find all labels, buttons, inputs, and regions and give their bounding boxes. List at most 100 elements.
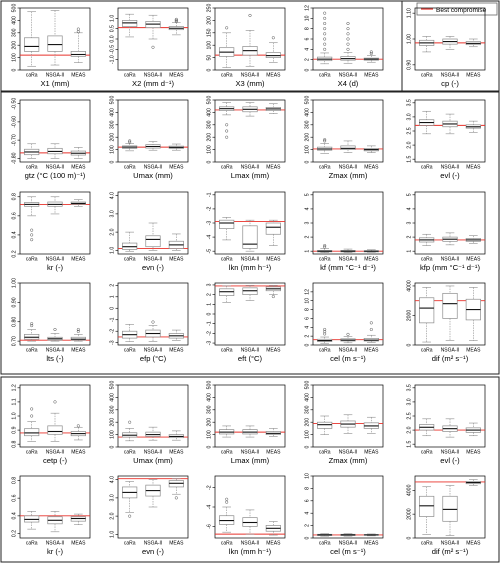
y-tick-label: 0: [207, 445, 213, 448]
y-tick-label: 6: [305, 37, 311, 40]
box-nsgaii: [340, 140, 356, 153]
y-tick-label: 150: [207, 28, 213, 37]
y-tick-label: 3.5: [407, 384, 413, 391]
y-tick-label: 0.0: [110, 35, 116, 42]
category-label: MEAS: [466, 165, 481, 171]
category-label: NSGA-II: [144, 257, 163, 263]
category-label: caRa: [26, 165, 38, 171]
outlier-point: [369, 51, 373, 56]
category-label: NSGA-II: [144, 450, 163, 456]
outlier-point: [30, 322, 34, 326]
category-label: MEAS: [266, 541, 281, 547]
y-tick-label: 3: [207, 283, 213, 286]
category-label: caRa: [26, 73, 38, 79]
y-tick-label: 4: [305, 512, 311, 515]
box-cara: [219, 26, 235, 68]
y-tick-label: 400: [110, 108, 116, 117]
y-tick-label: -1.0: [110, 55, 116, 64]
outlier-point: [346, 47, 350, 51]
plot-frame: [312, 475, 384, 539]
x-axis-label: lkn (mm h⁻¹): [229, 263, 272, 272]
box-cara: [317, 243, 333, 253]
category-label: NSGA-II: [241, 73, 260, 79]
box-meas: [265, 219, 281, 246]
outlier-point: [346, 42, 350, 46]
box-meas: [363, 249, 379, 253]
y-tick-label: 3.5: [407, 99, 413, 106]
category-label: MEAS: [364, 73, 379, 79]
outlier-point: [53, 400, 57, 404]
category-label: NSGA-II: [441, 348, 460, 354]
group-frame-hbv: [0, 91, 500, 375]
box-nsgaii: [145, 426, 161, 441]
y-tick-label: 3.0: [110, 494, 116, 501]
y-tick-label: 100: [207, 145, 213, 154]
box-meas: [168, 430, 184, 441]
category-label: NSGA-II: [144, 73, 163, 79]
box-cara: [419, 418, 435, 437]
x-axis-label: dif (m² s⁻¹): [432, 547, 469, 556]
category-label: MEAS: [169, 73, 184, 79]
category-label: NSGA-II: [339, 541, 358, 547]
plot-frame: [312, 99, 384, 163]
category-label: caRa: [26, 257, 38, 263]
y-tick-label: 8: [305, 308, 311, 311]
box-cara: [122, 324, 138, 342]
y-tick-label: 400: [305, 393, 311, 402]
category-label: NSGA-II: [241, 165, 260, 171]
category-label: MEAS: [266, 348, 281, 354]
y-tick-label: 0.4: [12, 231, 18, 238]
category-label: NSGA-II: [441, 450, 460, 456]
y-tick-label: 0.8: [12, 193, 18, 200]
box-nsgaii: [145, 14, 161, 49]
iqr-box: [145, 235, 161, 248]
iqr-box: [122, 20, 138, 27]
y-tick-label: 0: [407, 536, 413, 539]
category-label: caRa: [221, 165, 233, 171]
legend: Best compromise: [416, 2, 498, 16]
y-tick-label: 100: [207, 41, 213, 50]
category-label: caRa: [124, 541, 136, 547]
x-axis-label: lts (-): [46, 354, 64, 363]
box-nsgaii: [340, 332, 356, 344]
y-tick-label: 4000: [407, 280, 413, 292]
box-nsgaii: [47, 196, 63, 215]
box-nsgaii: [242, 219, 258, 252]
box-meas: [168, 478, 184, 500]
box-nsgaii: [442, 232, 458, 246]
x-axis-label: evn (-): [142, 263, 164, 272]
plot-frame: [214, 99, 286, 163]
box-cara: [24, 196, 40, 242]
y-tick-label: 1.5: [407, 155, 413, 162]
outlier-point: [225, 129, 229, 133]
y-tick-label: 4: [407, 207, 413, 210]
y-tick-label: 2000: [407, 310, 413, 322]
category-label: MEAS: [466, 257, 481, 263]
x-axis-label: cel (m s⁻¹): [330, 354, 366, 363]
y-tick-label: 6: [305, 499, 311, 502]
outlier-point: [346, 32, 350, 36]
category-label: NSGA-II: [144, 348, 163, 354]
y-tick-label: 2: [407, 236, 413, 239]
y-tick-label: -0.60: [12, 116, 18, 128]
y-tick-label: 100: [110, 430, 116, 439]
category-label: MEAS: [169, 165, 184, 171]
y-tick-label: 300: [305, 405, 311, 414]
category-label: MEAS: [71, 348, 86, 354]
y-tick-label: 100: [305, 145, 311, 154]
box-cara: [317, 138, 333, 154]
iqr-box: [442, 495, 458, 522]
x-axis-label: X1 (mm): [40, 79, 70, 88]
box-meas: [168, 17, 184, 36]
y-tick-label: 200: [305, 418, 311, 427]
outlier-point: [323, 27, 327, 31]
box-cara: [122, 420, 138, 442]
category-label: NSGA-II: [46, 165, 65, 171]
category-label: NSGA-II: [46, 257, 65, 263]
x-axis-label: kr (-): [47, 547, 63, 556]
category-label: caRa: [26, 348, 38, 354]
outlier-point: [346, 27, 350, 31]
